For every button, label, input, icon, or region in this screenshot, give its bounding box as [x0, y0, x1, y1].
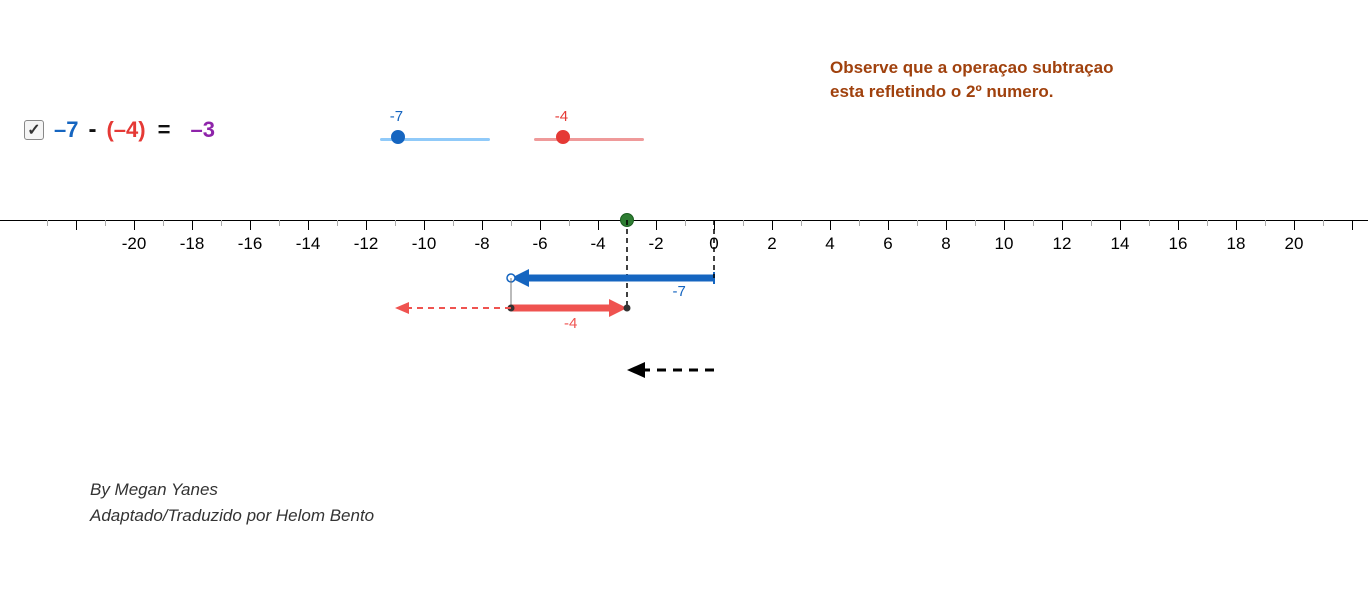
diagram-canvas: Observe que a operaçao subtraçaoesta ref… — [0, 0, 1368, 610]
operand-a: –7 — [54, 117, 78, 143]
tick-major — [1120, 220, 1121, 230]
tick-major — [1062, 220, 1063, 230]
tick-minor — [743, 220, 744, 226]
tick-minor — [801, 220, 802, 226]
tick-major — [1352, 220, 1353, 230]
tick-label: -20 — [122, 234, 147, 254]
tick-minor — [975, 220, 976, 226]
tick-label: 18 — [1227, 234, 1246, 254]
tick-minor — [395, 220, 396, 226]
tick-label: -18 — [180, 234, 205, 254]
tick-minor — [1149, 220, 1150, 226]
slider-b-thumb[interactable] — [556, 130, 570, 144]
tick-minor — [279, 220, 280, 226]
tick-major — [250, 220, 251, 230]
tick-major — [1004, 220, 1005, 230]
tick-label: -16 — [238, 234, 263, 254]
show-result-checkbox[interactable]: ✓ — [24, 120, 44, 140]
tick-major — [772, 220, 773, 230]
tick-major — [482, 220, 483, 230]
tick-major — [888, 220, 889, 230]
tick-minor — [569, 220, 570, 226]
tick-label: -8 — [474, 234, 489, 254]
tick-minor — [337, 220, 338, 226]
tick-minor — [1323, 220, 1324, 226]
operator-minus: - — [84, 116, 100, 144]
tick-major — [76, 220, 77, 230]
tick-minor — [1207, 220, 1208, 226]
equation: ✓ –7-(–4) =–3 — [24, 116, 215, 144]
credit-line2: Adaptado/Traduzido por Helom Bento — [90, 506, 374, 526]
tick-label: 20 — [1285, 234, 1304, 254]
tick-minor — [859, 220, 860, 226]
tick-label: -12 — [354, 234, 379, 254]
tick-major — [714, 220, 715, 230]
result-marker[interactable] — [620, 213, 634, 227]
tick-major — [946, 220, 947, 230]
result-value: –3 — [182, 117, 214, 143]
tick-minor — [1265, 220, 1266, 226]
tick-minor — [685, 220, 686, 226]
tick-label: 16 — [1169, 234, 1188, 254]
tick-major — [134, 220, 135, 230]
tick-minor — [47, 220, 48, 226]
tick-label: 4 — [825, 234, 834, 254]
tick-label: 12 — [1053, 234, 1072, 254]
tick-minor — [105, 220, 106, 226]
tick-major — [598, 220, 599, 230]
tick-minor — [221, 220, 222, 226]
observation-line2: esta refletindo o 2º numero. — [830, 80, 1113, 104]
slider-a-label: -7 — [390, 108, 403, 125]
tick-major — [656, 220, 657, 230]
slider-b[interactable]: -4 — [534, 130, 644, 160]
tick-minor — [453, 220, 454, 226]
tick-major — [1178, 220, 1179, 230]
tick-minor — [511, 220, 512, 226]
tick-label: -10 — [412, 234, 437, 254]
tick-label: -14 — [296, 234, 321, 254]
tick-major — [540, 220, 541, 230]
slider-b-label: -4 — [555, 108, 568, 125]
tick-label: 0 — [709, 234, 718, 254]
tick-label: 10 — [995, 234, 1014, 254]
tick-major — [1294, 220, 1295, 230]
tick-label: 6 — [883, 234, 892, 254]
tick-major — [424, 220, 425, 230]
tick-minor — [917, 220, 918, 226]
svg-text:-4: -4 — [564, 315, 577, 332]
tick-minor — [1091, 220, 1092, 226]
tick-label: 2 — [767, 234, 776, 254]
tick-minor — [1033, 220, 1034, 226]
observation-line1: Observe que a operaçao subtraçao — [830, 56, 1113, 80]
observation-text: Observe que a operaçao subtraçaoesta ref… — [830, 56, 1113, 104]
svg-text:-7: -7 — [673, 283, 686, 300]
slider-a-thumb[interactable] — [391, 130, 405, 144]
tick-label: 8 — [941, 234, 950, 254]
operand-b: (–4) — [106, 117, 145, 143]
tick-major — [366, 220, 367, 230]
number-line — [0, 220, 1368, 221]
tick-label: -4 — [590, 234, 605, 254]
tick-label: -2 — [648, 234, 663, 254]
tick-minor — [163, 220, 164, 226]
tick-major — [308, 220, 309, 230]
equals-sign: = — [152, 117, 177, 143]
credit-line1: By Megan Yanes — [90, 480, 218, 500]
tick-major — [192, 220, 193, 230]
tick-major — [830, 220, 831, 230]
slider-a[interactable]: -7 — [380, 130, 490, 160]
tick-label: -6 — [532, 234, 547, 254]
tick-major — [1236, 220, 1237, 230]
tick-label: 14 — [1111, 234, 1130, 254]
